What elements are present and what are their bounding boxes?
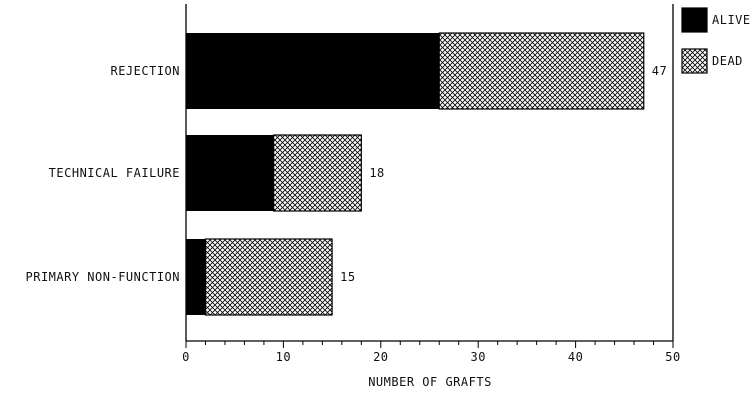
category-label: TECHNICAL FAILURE [49,166,180,180]
x-axis-ticks: 0 10 20 30 40 50 [182,341,680,364]
x-axis-label: NUMBER OF GRAFTS [368,375,492,389]
x-tick-label: 30 [470,350,485,364]
category-labels: REJECTION TECHNICAL FAILURE PRIMARY NON-FU… [26,64,181,284]
legend-label: ALIVE [712,13,751,27]
legend-swatch [681,7,708,33]
bar-total-label: 15 [340,270,355,284]
bar-total-label: 47 [652,64,667,78]
bar-alive [186,135,274,211]
x-tick-label: 0 [182,350,190,364]
bar-dead [438,32,645,110]
legend-swatch [681,48,708,74]
total-labels: 47 18 15 [340,64,667,284]
bar-dead [204,238,333,316]
category-label: PRIMARY NON-FUNCTION [26,270,181,284]
x-tick-label: 40 [568,350,583,364]
bar-dead [273,134,362,212]
x-tick-label: 20 [373,350,388,364]
x-tick-label: 10 [276,350,291,364]
bar-alive [186,239,206,315]
bar-total-label: 18 [369,166,384,180]
x-tick-label: 50 [665,350,680,364]
bar-alive [186,33,440,109]
category-label: REJECTION [110,64,180,78]
legend-label: DEAD [712,54,743,68]
bars-group [186,32,645,316]
legend: ALIVE DEAD [681,7,751,74]
